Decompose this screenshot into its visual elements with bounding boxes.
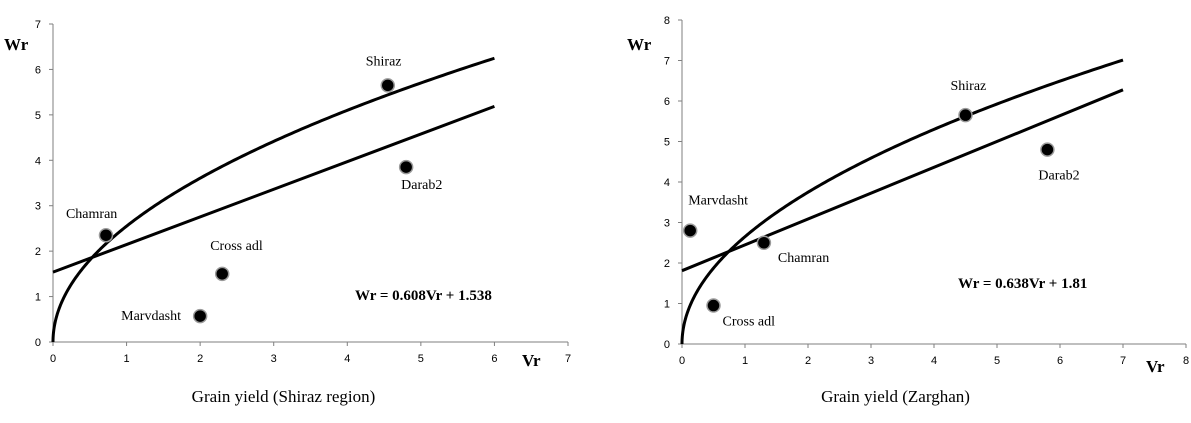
y-tick-label: 1 <box>35 292 41 304</box>
data-point <box>214 266 230 282</box>
point-label: Chamran <box>66 207 117 222</box>
x-axis-label: Vr <box>522 351 541 370</box>
x-tick-label: 3 <box>868 355 874 367</box>
y-tick-label: 7 <box>35 19 41 31</box>
y-tick-label: 6 <box>664 96 670 108</box>
data-point <box>380 78 395 93</box>
x-tick-label: 8 <box>1183 355 1189 367</box>
x-tick-label: 5 <box>994 355 1000 367</box>
x-tick-label: 2 <box>197 353 203 365</box>
x-tick-label: 1 <box>742 355 748 367</box>
x-tick-label: 7 <box>565 353 571 365</box>
parabola-curve <box>51 56 495 343</box>
y-tick-label: 4 <box>664 177 670 189</box>
y-tick-label: 4 <box>35 155 41 167</box>
data-point <box>706 298 721 313</box>
chart-zarghan-svg: 0 1 2 3 4 5 6 7 8 0 1 2 3 4 5 6 7 8 Wr Vr Marvdasht Cross adl… <box>627 15 1189 376</box>
point-label: Darab2 <box>1038 169 1079 184</box>
data-point <box>682 223 698 238</box>
x-axis-label: Vr <box>1146 357 1165 376</box>
point-label: Marvdasht <box>121 309 181 324</box>
data-point <box>756 235 772 250</box>
y-tick-label: 1 <box>664 299 670 311</box>
regression-equation: Wr = 0.608Vr + 1.538 <box>355 288 492 304</box>
y-tick-label: 5 <box>35 110 41 122</box>
x-tick-label: 3 <box>271 353 277 365</box>
x-tick-label: 0 <box>50 353 56 365</box>
y-tick-label: 3 <box>35 201 41 213</box>
chart-panel-shiraz: 0 1 2 3 4 5 6 7 0 1 2 3 4 5 6 7 Wr Vr Chamran Cross adl Marv… <box>0 0 595 423</box>
y-tick-label: 0 <box>664 339 670 351</box>
x-tick-label: 6 <box>491 353 497 365</box>
y-tick-label: 5 <box>664 137 670 149</box>
x-tick-label: 2 <box>805 355 811 367</box>
point-label: Shiraz <box>951 79 987 94</box>
data-point <box>958 107 973 123</box>
point-label: Shiraz <box>366 54 402 69</box>
point-label: Cross adl <box>210 239 263 254</box>
data-point <box>1040 142 1055 157</box>
regression-line <box>52 105 495 274</box>
x-tick-label: 6 <box>1057 355 1063 367</box>
y-axis-label: Wr <box>4 35 29 54</box>
x-tick-label: 7 <box>1120 355 1126 367</box>
point-label: Darab2 <box>401 178 442 193</box>
data-point <box>192 308 208 324</box>
y-tick-label: 0 <box>35 337 41 349</box>
y-tick-label: 8 <box>664 15 670 27</box>
regression-equation: Wr = 0.638Vr + 1.81 <box>958 276 1087 292</box>
point-label: Chamran <box>778 251 829 266</box>
y-tick-label: 3 <box>664 218 670 230</box>
x-tick-label: 4 <box>931 355 937 367</box>
data-point <box>398 159 414 175</box>
chart-panel-zarghan: 0 1 2 3 4 5 6 7 8 0 1 2 3 4 5 6 7 8 Wr Vr Marvdasht Cross adl… <box>600 0 1191 423</box>
y-tick-label: 2 <box>664 258 670 270</box>
chart-shiraz-svg: 0 1 2 3 4 5 6 7 0 1 2 3 4 5 6 7 Wr Vr Chamran Cross adl Marv… <box>4 19 571 370</box>
x-tick-label: 1 <box>124 353 130 365</box>
y-tick-label: 6 <box>35 64 41 76</box>
x-tick-label: 4 <box>344 353 350 365</box>
regression-line <box>681 88 1124 273</box>
x-tick-label: 0 <box>679 355 685 367</box>
point-label: Cross adl <box>723 315 776 330</box>
parabola-curve <box>680 58 1124 345</box>
chart-caption: Grain yield (Zarghan) <box>821 387 970 406</box>
y-tick-label: 2 <box>35 246 41 258</box>
y-tick-label: 7 <box>664 56 670 68</box>
point-label: Marvdasht <box>688 194 748 209</box>
x-tick-label: 5 <box>418 353 424 365</box>
chart-caption: Grain yield (Shiraz region) <box>191 387 376 406</box>
data-point <box>98 227 114 243</box>
y-axis-label: Wr <box>627 35 652 54</box>
